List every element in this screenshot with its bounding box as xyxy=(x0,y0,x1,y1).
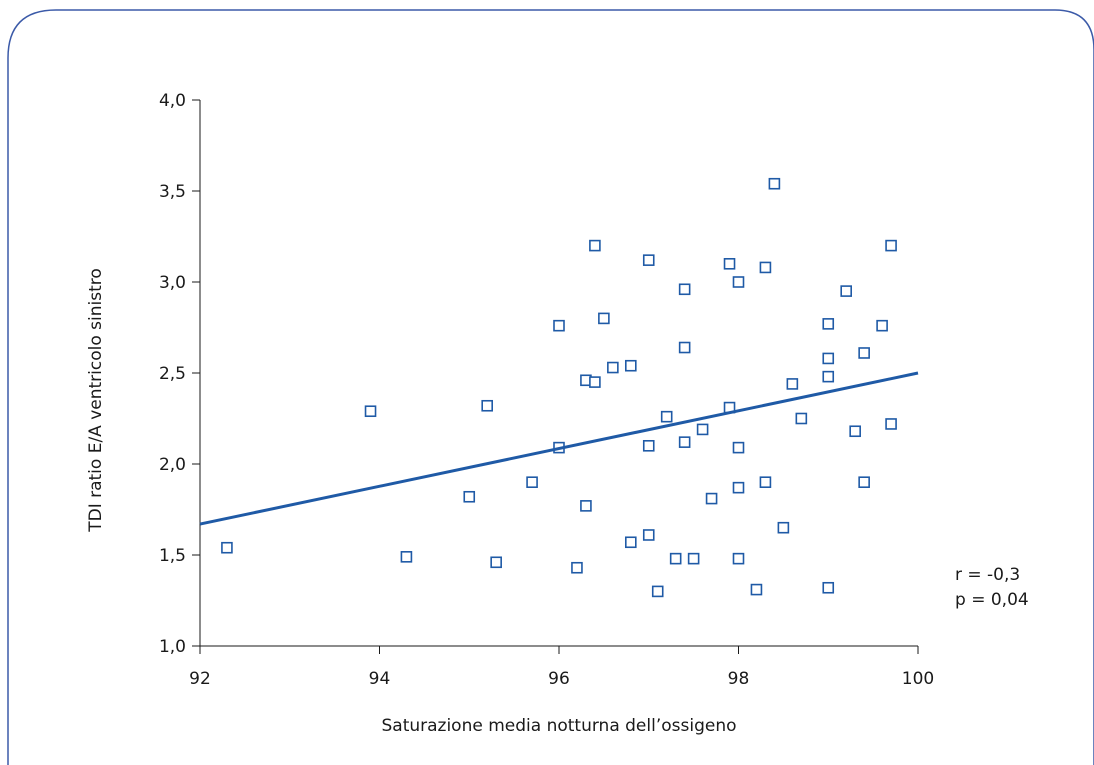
scatter-point xyxy=(642,529,655,541)
scatter-point xyxy=(885,239,897,252)
scatter-point xyxy=(732,481,745,494)
x-ticks: 92 94 96 98 100 xyxy=(189,646,934,689)
scatter-point xyxy=(678,283,691,296)
x-tick-label: 98 xyxy=(728,669,750,689)
y-axis-title: TDI ratio E/A ventricolo sinistro xyxy=(86,268,106,533)
x-tick-label: 94 xyxy=(369,669,391,689)
scatter-point xyxy=(795,412,808,425)
x-tick-label: 100 xyxy=(902,669,934,689)
x-tick-label: 96 xyxy=(548,669,570,689)
x-axis-title: Saturazione media notturna dell’ossigeno xyxy=(381,716,736,736)
scatter-point xyxy=(759,476,772,489)
scatter-point xyxy=(571,561,583,574)
y-tick-label: 3,0 xyxy=(159,273,186,293)
scatter-point xyxy=(786,378,799,390)
y-tick-label: 2,0 xyxy=(159,455,186,475)
scatter-point xyxy=(885,418,897,430)
scatter-point xyxy=(624,536,637,549)
scatter-point xyxy=(580,500,592,512)
chart-border xyxy=(7,9,1094,765)
y-tick-label: 2,5 xyxy=(159,364,186,384)
scatter-point xyxy=(526,476,538,489)
y-ticks: 1,0 1,5 2,0 2,5 3,0 3,5 4,0 xyxy=(159,91,200,657)
scatter-point xyxy=(651,585,664,598)
scatter-point xyxy=(723,257,736,270)
scatter-point xyxy=(607,361,619,374)
scatter-point xyxy=(759,261,772,274)
scatter-points xyxy=(221,177,897,598)
scatter-point xyxy=(858,476,870,489)
scatter-point xyxy=(696,423,709,436)
scatter-point xyxy=(858,347,870,359)
scatter-point xyxy=(589,239,601,252)
scatter-point xyxy=(364,405,377,418)
scatter-point xyxy=(490,556,502,569)
scatter-point xyxy=(822,581,835,594)
scatter-point xyxy=(732,441,745,454)
y-tick-label: 1,5 xyxy=(159,546,186,566)
scatter-point xyxy=(678,436,691,448)
scatter-point xyxy=(732,276,745,288)
scatter-point xyxy=(400,551,413,563)
y-tick-label: 1,0 xyxy=(159,637,186,657)
scatter-point xyxy=(687,552,700,565)
scatter-point xyxy=(822,352,835,365)
scatter-point xyxy=(822,318,835,330)
y-tick-label: 3,5 xyxy=(159,182,186,202)
scatter-point xyxy=(876,319,888,332)
scatter-point xyxy=(598,312,610,325)
scatter-point xyxy=(589,376,601,388)
scatter-point xyxy=(768,177,781,190)
scatter-point xyxy=(481,399,494,412)
y-tick-label: 4,0 xyxy=(159,91,186,111)
regression-line xyxy=(199,371,919,526)
scatter-point xyxy=(822,370,835,383)
scatter-point xyxy=(750,583,763,596)
scatter-point xyxy=(221,541,233,554)
scatter-point xyxy=(624,359,637,372)
scatter-point xyxy=(678,341,691,354)
scatter-point xyxy=(669,552,682,565)
scatter-point xyxy=(732,552,745,565)
scatter-point xyxy=(705,492,718,505)
scatter-point xyxy=(642,254,655,266)
scatter-point xyxy=(642,439,655,452)
axes: 92 94 96 98 100 1,0 1,5 2,0 2,5 3,0 3,5 4,0 xyxy=(159,91,934,689)
x-tick-label: 92 xyxy=(189,669,211,689)
correlation-label: r = -0,3 xyxy=(955,565,1020,585)
scatter-point xyxy=(553,319,565,332)
scatter-point xyxy=(660,410,673,423)
scatter-point xyxy=(463,490,476,503)
p-value-label: p = 0,04 xyxy=(955,590,1029,610)
scatter-point xyxy=(777,521,790,534)
scatter-point xyxy=(840,285,853,297)
scatter-point xyxy=(849,425,861,438)
